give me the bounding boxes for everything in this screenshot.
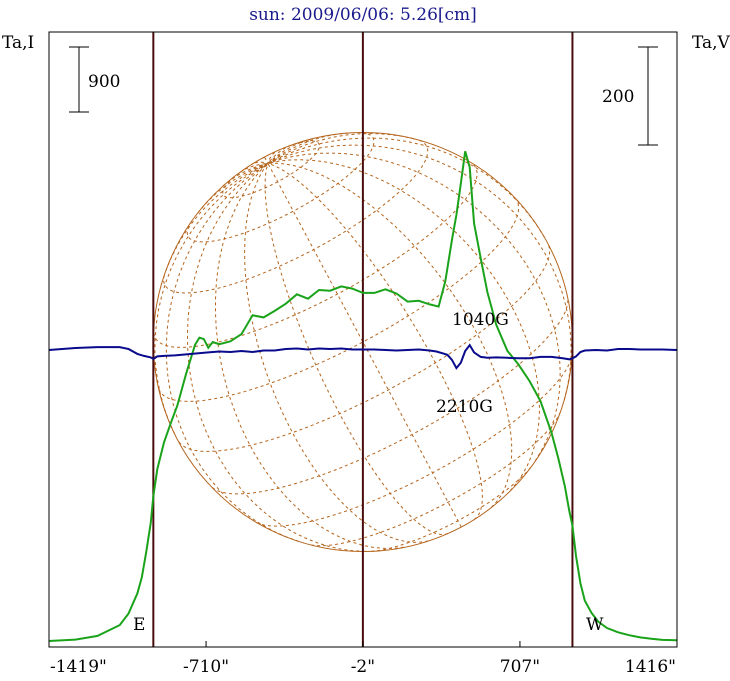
x-tick-label: -1419" — [50, 657, 107, 677]
west-limb-label: W — [586, 615, 604, 635]
longitude-line — [267, 163, 462, 528]
longitude-line — [267, 151, 276, 164]
longitude-line — [165, 162, 299, 542]
longitude-line — [244, 163, 429, 543]
longitude-line — [267, 152, 561, 462]
latitude-line — [158, 198, 520, 402]
east-limb-label: E — [133, 615, 145, 635]
longitude-line — [264, 163, 448, 536]
longitude-line — [215, 162, 404, 549]
latitude-line — [178, 245, 551, 452]
left-scale-bar — [69, 46, 89, 113]
longitude-line — [267, 137, 545, 238]
latitude-line — [222, 140, 320, 199]
longitude-line — [222, 162, 269, 187]
right-scale-bar — [638, 46, 658, 146]
annotation-2210g: 2210G — [436, 397, 493, 417]
latitude-line — [153, 163, 478, 348]
longitude-line — [267, 159, 540, 492]
right-scale-bar-label: 200 — [602, 87, 634, 107]
x-tick-label: 707" — [500, 657, 540, 677]
series-line-ta-v — [48, 343, 678, 370]
longitude-line — [254, 161, 268, 164]
series-line-ta-i — [48, 151, 678, 642]
longitude-line — [267, 132, 415, 164]
x-tick-label: -2" — [351, 657, 375, 677]
latitude-line — [256, 354, 573, 527]
longitude-line — [267, 132, 349, 164]
solar-disk-grid — [152, 131, 573, 553]
longitude-line — [239, 162, 268, 173]
longitude-line — [165, 162, 269, 271]
left-axis-label: Ta,I — [2, 33, 34, 53]
latitude-line — [212, 298, 569, 495]
longitude-line — [197, 162, 269, 214]
x-tick-label: -710" — [183, 657, 229, 677]
latitude-line — [186, 132, 375, 243]
left-scale-bar-label: 900 — [88, 72, 120, 92]
vertical-markers — [152, 32, 574, 647]
latitude-line — [311, 412, 561, 547]
annotation-1040g: 1040G — [452, 310, 509, 330]
longitude-line — [154, 162, 269, 435]
longitude-line — [267, 162, 483, 520]
longitude-line — [267, 144, 572, 401]
right-axis-label: Ta,V — [692, 33, 730, 53]
chart-title: sun: 2009/06/06: 5.26[cm] — [249, 5, 477, 25]
longitude-line — [267, 144, 292, 164]
latitude-line — [163, 139, 429, 294]
x-tick-label: 1416" — [625, 657, 676, 677]
longitude-line — [186, 162, 366, 552]
longitude-line — [267, 138, 313, 164]
x-tick-labels: -1419" -710" -2" 707" 1416" — [48, 641, 678, 677]
longitude-line — [264, 156, 269, 164]
